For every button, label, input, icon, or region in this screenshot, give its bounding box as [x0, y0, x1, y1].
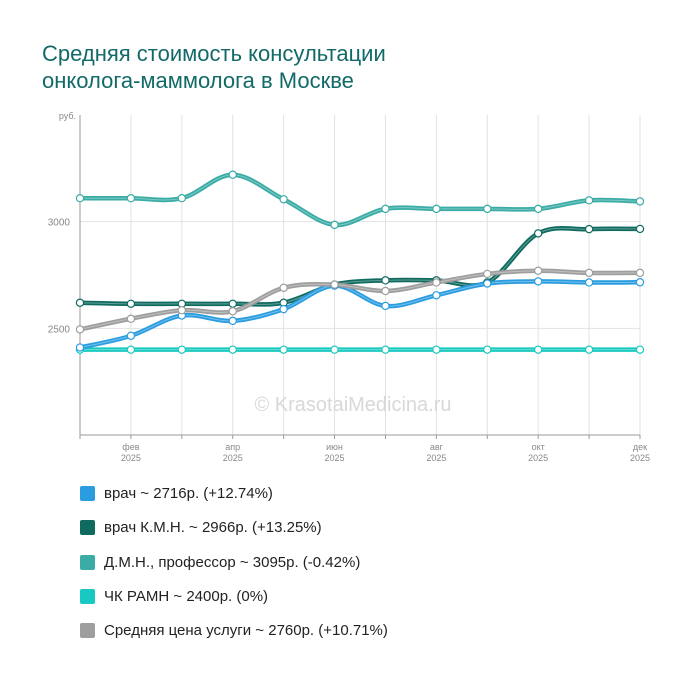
chart-title: Средняя стоимость консультации онколога-… — [42, 40, 662, 94]
series-0-point — [483, 204, 492, 214]
series-4-point — [177, 306, 187, 315]
series-3-line — [77, 279, 643, 350]
series-2-point — [533, 345, 543, 354]
y-tick-label: 2500 — [48, 324, 71, 335]
series-0-point — [533, 204, 543, 214]
x-tick-label-month: окт — [532, 442, 545, 452]
series-4-point — [533, 266, 543, 275]
x-tick-label-year: 2025 — [630, 453, 650, 463]
series-3-point — [483, 279, 492, 288]
series-3-point — [126, 331, 136, 340]
series-3-point — [635, 278, 645, 287]
x-tick-label-year: 2025 — [121, 453, 141, 463]
series-4-point — [635, 268, 645, 278]
x-tick-label-year: 2025 — [426, 453, 446, 463]
legend-label: ЧК РАМН ~ 2400р. (0%) — [104, 587, 269, 605]
chart-title-line-1: Средняя стоимость консультации — [42, 41, 386, 66]
line-chart: © KrasotaiMedicina.ru руб.25003000фев202… — [48, 111, 650, 463]
axes — [79, 115, 641, 439]
legend-swatch — [80, 554, 95, 570]
series-points — [75, 170, 645, 354]
series-0-point — [228, 170, 237, 179]
series-4-point — [584, 268, 594, 278]
series-2-point — [381, 345, 390, 354]
series-4-point — [126, 314, 136, 323]
series-0-line — [77, 172, 643, 228]
series-0-point — [177, 193, 187, 203]
series-2-point — [279, 345, 288, 354]
series-2-point — [483, 345, 492, 354]
series-2-point — [432, 345, 441, 354]
x-tick-label-year: 2025 — [325, 453, 345, 463]
legend: врач ~ 2716р. (+12.74%) врач К.М.Н. ~ 296… — [80, 484, 640, 655]
chart-title-line-2: онколога-маммолога в Москве — [42, 68, 354, 93]
legend-item: Средняя цена услуги ~ 2760р. (+10.71%) — [80, 621, 640, 655]
series-0-point — [330, 220, 339, 230]
series-4-point — [330, 280, 339, 289]
legend-item: ЧК РАМН ~ 2400р. (0%) — [80, 587, 640, 621]
watermark: © KrasotaiMedicina.ru — [254, 394, 451, 416]
legend-label: Д.М.Н., профессор ~ 3095р. (-0.42%) — [104, 553, 361, 571]
x-tick-label-year: 2025 — [223, 453, 243, 463]
series-2-point — [635, 345, 645, 354]
series-lines — [77, 172, 643, 352]
series-1-point — [75, 298, 85, 307]
series-3-point — [584, 278, 594, 287]
series-2-point — [228, 345, 237, 354]
series-0-point — [432, 204, 441, 214]
series-3-point — [432, 291, 441, 300]
x-tick-label-month: апр — [225, 442, 240, 452]
series-0-line-highlight — [80, 174, 641, 226]
x-tick-label-month: авг — [430, 442, 444, 452]
legend-item: врач К.М.Н. ~ 2966р. (+13.25%) — [80, 518, 640, 552]
x-tick-label-month: июн — [326, 442, 343, 452]
legend-item: врач ~ 2716р. (+12.74%) — [80, 484, 640, 518]
series-3-point — [228, 316, 237, 326]
series-2-point — [330, 345, 339, 354]
legend-swatch — [80, 623, 95, 639]
series-1-point — [584, 224, 594, 234]
series-1-point — [126, 299, 136, 308]
legend-label: врач К.М.Н. ~ 2966р. (+13.25%) — [104, 519, 322, 537]
series-0-point — [279, 195, 288, 204]
series-1-point — [533, 229, 543, 238]
series-1-point — [228, 299, 237, 308]
legend-swatch — [80, 588, 95, 604]
series-4-line-highlight — [79, 270, 641, 330]
series-1-point — [381, 276, 390, 285]
series-0-point — [75, 193, 85, 203]
series-3-point — [533, 277, 543, 286]
y-axis-label: руб. — [59, 111, 76, 121]
legend-swatch — [80, 486, 95, 501]
series-4-point — [279, 283, 288, 292]
series-4-line — [77, 268, 643, 332]
legend-label: врач ~ 2716р. (+12.74%) — [104, 485, 273, 502]
series-0-point — [584, 196, 594, 205]
series-4-point — [432, 278, 441, 287]
legend-swatch — [80, 520, 95, 536]
series-2-point — [177, 345, 187, 354]
series-3-point — [381, 301, 390, 311]
series-0-point — [635, 197, 645, 206]
series-3-point — [75, 343, 85, 352]
series-0-point — [126, 193, 136, 203]
legend-item: Д.М.Н., профессор ~ 3095р. (-0.42%) — [80, 553, 640, 587]
tick-labels: руб.25003000фев2025апр2025июн2025авг2025… — [48, 111, 650, 463]
series-0-point — [381, 204, 390, 214]
x-tick-label-month: дек — [633, 442, 647, 452]
series-2-point — [126, 345, 136, 354]
x-tick-label-year: 2025 — [528, 453, 548, 463]
grid — [80, 115, 641, 435]
series-4-point — [381, 286, 390, 296]
legend-label: Средняя цена услуги ~ 2760р. (+10.71%) — [104, 622, 388, 640]
series-1-point — [635, 224, 645, 234]
series-4-point — [228, 307, 237, 316]
y-tick-label: 3000 — [48, 218, 71, 229]
series-3-point — [279, 304, 288, 314]
series-3-line-highlight — [79, 280, 641, 349]
series-4-point — [483, 269, 492, 279]
series-2-point — [584, 345, 594, 354]
x-tick-label-month: фев — [122, 442, 139, 452]
series-4-point — [75, 325, 85, 334]
